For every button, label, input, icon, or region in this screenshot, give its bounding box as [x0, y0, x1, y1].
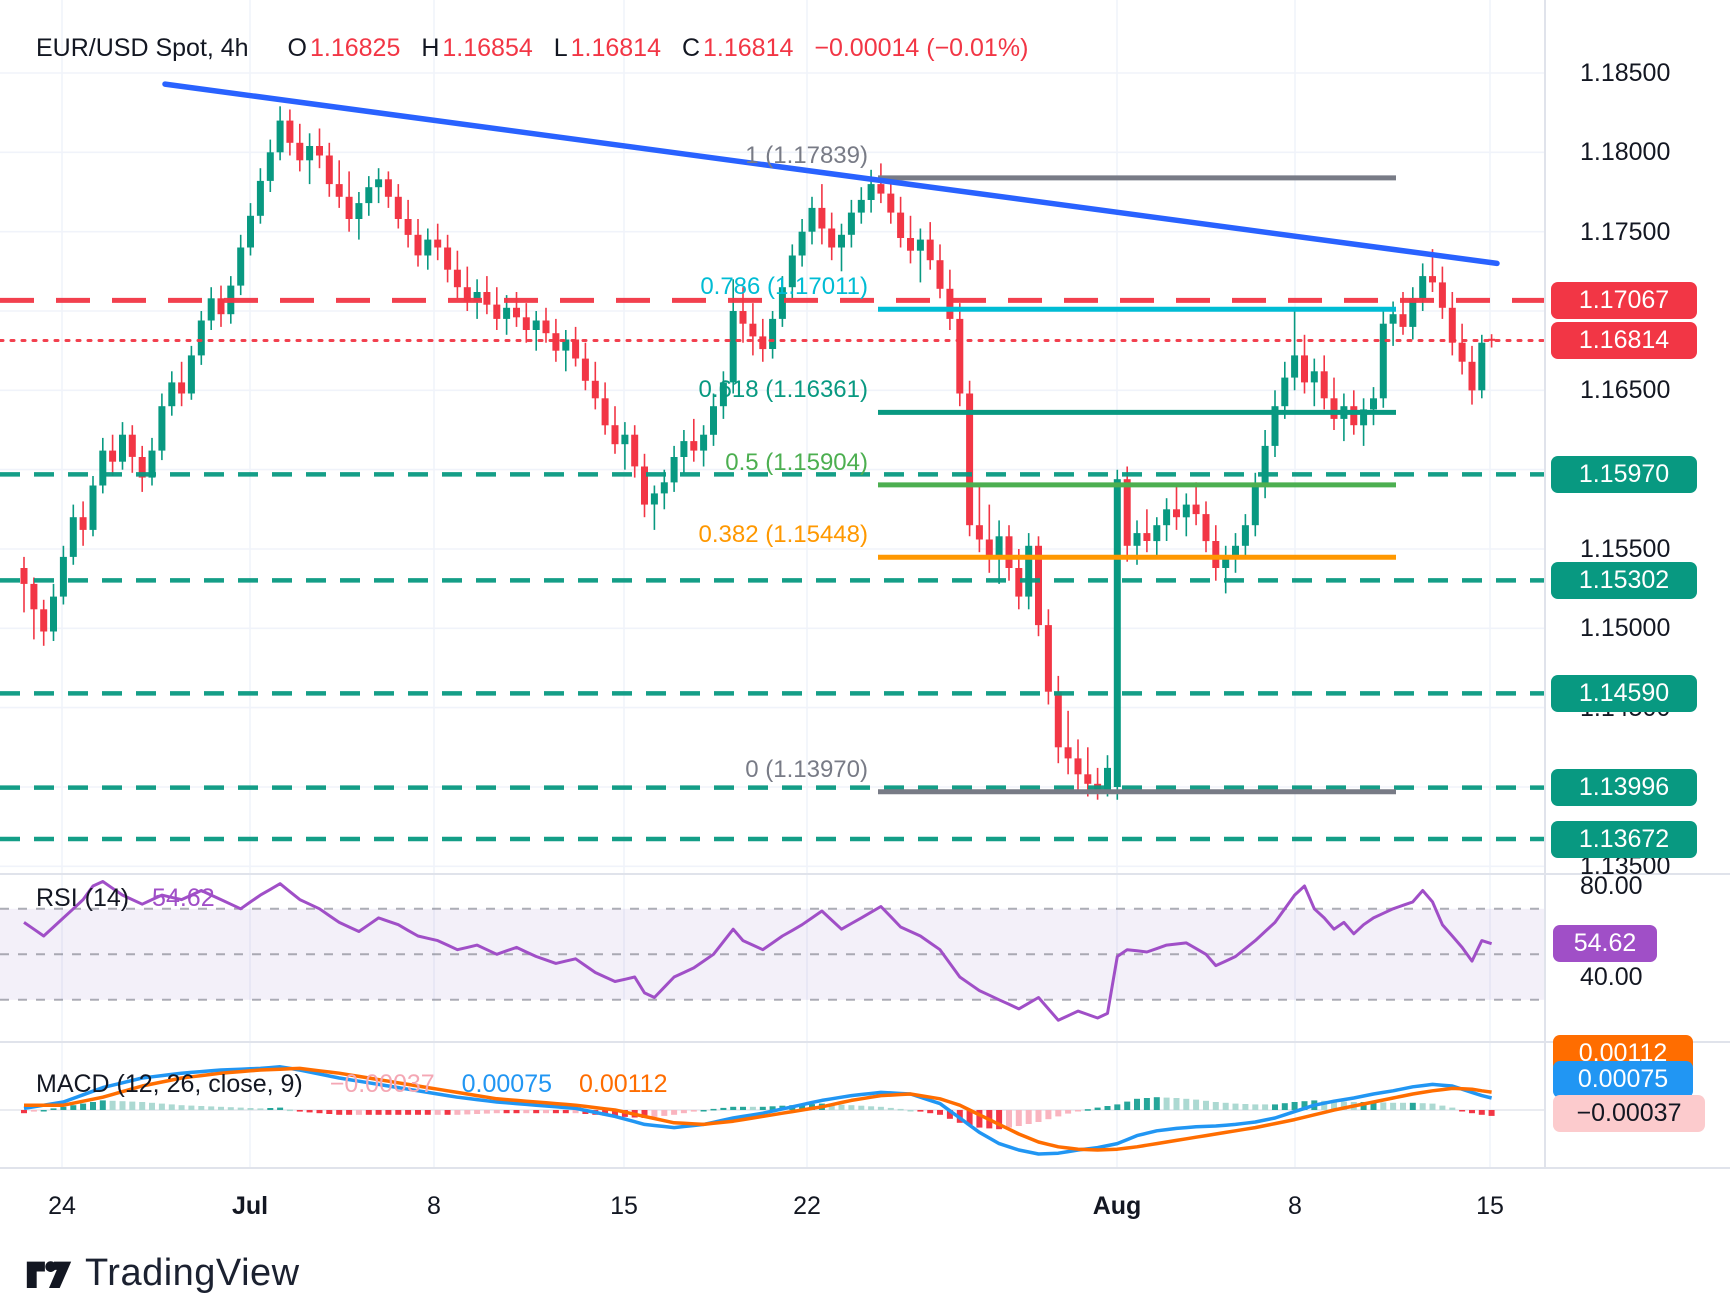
time-tick: Jul [231, 1192, 269, 1220]
price-badge: 1.17067 [1551, 281, 1697, 319]
fib-label: 0.786 (1.17011) [700, 273, 868, 301]
fib-label: 0 (1.13970) [745, 755, 868, 783]
price-tick: 1.15000 [1580, 614, 1671, 643]
fib-label: 0.382 (1.15448) [698, 521, 868, 549]
price-tick: 1.18000 [1580, 138, 1671, 167]
tradingview-logo-icon [26, 1260, 72, 1288]
time-tick: 15 [1476, 1192, 1504, 1220]
macd-badge: 0.00075 [1553, 1060, 1693, 1098]
fib-label: 0.618 (1.16361) [698, 376, 868, 404]
rsi-tick: 40.00 [1580, 963, 1643, 991]
tradingview-wordmark: TradingView [85, 1252, 300, 1294]
time-tick: 8 [427, 1192, 441, 1220]
time-tick: 15 [610, 1192, 638, 1220]
time-tick: Aug [1092, 1192, 1142, 1220]
price-badge: 1.16814 [1551, 322, 1697, 359]
price-badge: 1.15970 [1551, 455, 1697, 493]
price-badge: 1.14590 [1551, 674, 1697, 712]
price-badge: 1.15302 [1551, 561, 1697, 599]
time-tick: 22 [793, 1192, 821, 1220]
rsi-badge: 54.62 [1553, 925, 1657, 963]
price-tick: 1.15500 [1580, 534, 1671, 563]
fib-label: 1 (1.17839) [745, 141, 868, 169]
fib-label: 0.5 (1.15904) [725, 448, 868, 476]
price-tick: 1.16500 [1580, 376, 1671, 405]
tradingview-watermark: TradingView [26, 1252, 300, 1295]
time-tick: 8 [1288, 1192, 1302, 1220]
time-tick: 24 [48, 1192, 76, 1220]
price-badge: 1.13996 [1551, 769, 1697, 807]
macd-badge: −0.00037 [1553, 1094, 1705, 1132]
price-badge: 1.13672 [1551, 820, 1697, 858]
rsi-tick: 80.00 [1580, 872, 1643, 900]
price-tick: 1.18500 [1580, 59, 1671, 87]
price-tick: 1.17500 [1580, 217, 1671, 246]
